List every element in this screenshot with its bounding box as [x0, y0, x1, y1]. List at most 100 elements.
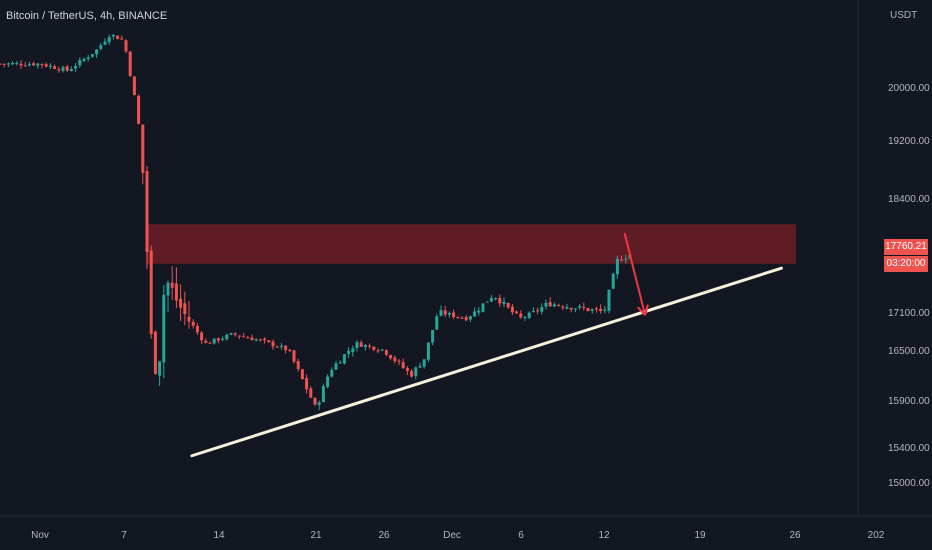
candle-body — [431, 329, 435, 343]
price-tick-label: 19200.00 — [888, 136, 930, 147]
price-tick-label: 15000.00 — [888, 478, 930, 489]
candle-body — [187, 316, 191, 322]
candle-body — [212, 338, 216, 344]
projection-arrow[interactable] — [623, 232, 649, 316]
candle-body — [599, 308, 603, 311]
last-price-label: 17760.21 — [884, 239, 928, 255]
candle-body — [380, 349, 384, 351]
candle-body — [342, 354, 346, 364]
resistance-zone[interactable] — [146, 224, 796, 264]
candle-body — [477, 310, 481, 313]
candle-body — [6, 63, 10, 65]
candle-body — [90, 54, 94, 57]
candle-body — [53, 66, 57, 69]
candle-body — [65, 66, 69, 71]
candle-body — [153, 331, 157, 374]
candle-body — [275, 346, 279, 348]
candle-body — [494, 298, 498, 300]
candle-body — [372, 346, 376, 350]
candle-body — [86, 57, 90, 60]
candle-body — [607, 289, 611, 311]
candle-body — [170, 282, 174, 288]
candle-body — [137, 95, 141, 124]
candle-body — [233, 333, 237, 335]
candle-body — [326, 376, 330, 387]
candle-body — [145, 171, 149, 252]
candle-body — [397, 360, 401, 362]
price-tick-label: 18400.00 — [888, 194, 930, 205]
candle-body — [334, 363, 338, 370]
time-tick-label: 14 — [213, 530, 225, 541]
candle-body — [531, 310, 535, 312]
price-tick-label: 20000.00 — [888, 83, 930, 94]
time-tick-label: Dec — [443, 530, 461, 541]
candle-body — [128, 51, 132, 76]
candle-body — [569, 307, 573, 310]
candle-body — [309, 388, 313, 398]
time-tick-label: 12 — [598, 530, 610, 541]
candle-body — [544, 302, 548, 307]
candle-body — [174, 283, 178, 301]
candle-body — [502, 301, 506, 304]
price-axis[interactable]: 20000.00 19200.00 18400.00 17100.00 16500.00… — [888, 83, 930, 489]
candles-group — [0, 34, 632, 411]
candle-body — [464, 317, 468, 321]
candle-body — [237, 335, 241, 337]
candle-body — [468, 316, 472, 320]
currency-unit-label: USDT — [890, 10, 918, 21]
candle-body — [162, 294, 166, 363]
candle-body — [99, 45, 103, 49]
axis-frame — [0, 0, 932, 517]
candle-body — [481, 303, 485, 312]
bar-countdown-label: 03:20:00 — [884, 256, 928, 272]
price-tick-label: 17100.00 — [888, 308, 930, 319]
candle-body — [393, 357, 397, 362]
time-tick-label: 6 — [518, 530, 524, 541]
candle-body — [61, 67, 65, 71]
time-tick-label: 19 — [694, 530, 706, 541]
candle-body — [426, 342, 430, 360]
candle-body — [313, 398, 317, 405]
candle-body — [489, 298, 493, 302]
candle-body — [363, 345, 367, 348]
candle-body — [536, 310, 540, 312]
candle-body — [376, 350, 380, 352]
candle-body — [132, 76, 136, 96]
candle-body — [565, 307, 569, 309]
candle-body — [510, 306, 514, 313]
candle-body — [603, 309, 607, 311]
price-tick-label: 15900.00 — [888, 396, 930, 407]
candle-body — [57, 69, 61, 71]
arrow-shaft — [623, 232, 647, 316]
time-tick-label: 21 — [310, 530, 322, 541]
candle-body — [40, 63, 44, 65]
candle-body — [317, 402, 321, 405]
ascending-trendline[interactable] — [190, 266, 783, 458]
candle-body — [78, 60, 82, 66]
candle-body — [284, 345, 288, 351]
time-axis[interactable]: Nov 7 14 21 26 Dec 6 12 19 26 202 — [31, 530, 885, 541]
candle-body — [111, 34, 115, 37]
candle-body — [405, 368, 409, 371]
candle-body — [460, 317, 464, 319]
candle-body — [330, 369, 334, 377]
candle-body — [389, 355, 393, 359]
candle-body — [19, 63, 23, 66]
candle-body — [452, 312, 456, 318]
candle-body — [515, 311, 519, 314]
candle-body — [498, 297, 502, 304]
candle-body — [95, 49, 99, 55]
candle-body — [149, 250, 153, 335]
candle-body — [321, 386, 325, 403]
candle-body — [359, 342, 363, 347]
candle-body — [300, 369, 304, 380]
candle-body — [216, 338, 220, 341]
candle-body — [0, 63, 2, 65]
candle-body — [485, 301, 489, 303]
price-tick-label: 15400.00 — [888, 443, 930, 454]
candle-body — [527, 312, 531, 318]
candle-body — [36, 63, 40, 66]
candle-body — [401, 362, 405, 368]
candle-body — [506, 302, 510, 308]
